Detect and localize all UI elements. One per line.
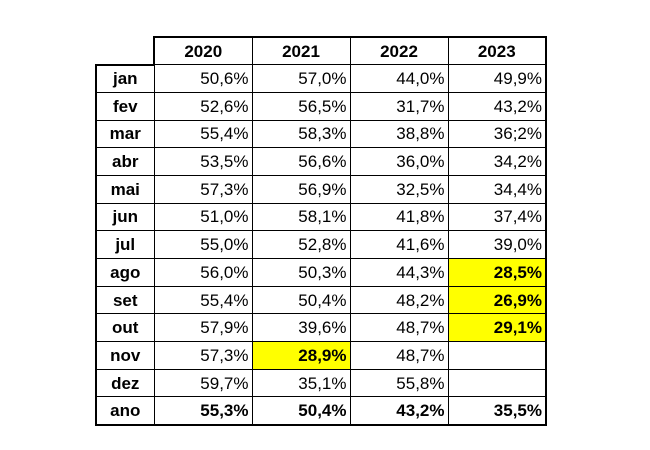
table-row: jul 55,0% 52,8% 41,6% 39,0% — [95, 230, 547, 259]
table-cell — [447, 341, 547, 370]
data-table: 2020 2021 2022 2023 jan 50,6% 57,0% 44,0… — [95, 36, 547, 426]
table-row: set 55,4% 50,4% 48,2% 26,9% — [95, 285, 547, 315]
table-row: fev 52,6% 56,5% 31,7% 43,2% — [95, 91, 547, 121]
table-cell: 41,6% — [349, 230, 449, 259]
table-cell: 56,9% — [251, 174, 351, 204]
row-label: dez — [95, 368, 155, 398]
table-cell: 56,6% — [251, 147, 351, 176]
row-label: jul — [95, 230, 155, 259]
column-header-2022: 2022 — [349, 36, 449, 66]
table-cell: 43,2% — [349, 396, 449, 426]
highlighted-cell: 26,9% — [447, 285, 547, 315]
table-cell: 44,3% — [349, 258, 449, 287]
table-cell: 59,7% — [153, 368, 253, 398]
table-cell: 51,0% — [153, 202, 253, 232]
table-cell: 58,3% — [251, 119, 351, 149]
table-cell: 38,8% — [349, 119, 449, 149]
table-row: abr 53,5% 56,6% 36,0% 34,2% — [95, 147, 547, 176]
column-header-2021: 2021 — [251, 36, 351, 66]
table-cell: 55,4% — [153, 285, 253, 315]
table-row: mai 57,3% 56,9% 32,5% 34,4% — [95, 174, 547, 204]
highlighted-cell: 29,1% — [447, 313, 547, 343]
table-cell: 58,1% — [251, 202, 351, 232]
table-cell: 31,7% — [349, 91, 449, 121]
table-cell: 53,5% — [153, 147, 253, 176]
corner-cell — [96, 37, 155, 66]
table-row: out 57,9% 39,6% 48,7% 29,1% — [95, 313, 547, 343]
column-header-2020: 2020 — [153, 36, 253, 66]
table-cell: 50,6% — [153, 64, 253, 93]
table-cell: 50,4% — [251, 396, 351, 426]
row-label: jun — [95, 202, 155, 232]
table-row: ago 56,0% 50,3% 44,3% 28,5% — [95, 258, 547, 287]
table-cell: 55,3% — [153, 396, 253, 426]
row-label: abr — [95, 147, 155, 176]
table-cell: 55,4% — [153, 119, 253, 149]
table-cell: 52,8% — [251, 230, 351, 259]
row-label: ago — [95, 258, 155, 287]
row-label: nov — [95, 341, 155, 370]
highlighted-cell: 28,5% — [447, 258, 547, 287]
column-header-2023: 2023 — [447, 36, 547, 66]
table-cell: 34,4% — [447, 174, 547, 204]
table-cell: 35,5% — [447, 396, 547, 426]
table-row: dez 59,7% 35,1% 55,8% — [95, 368, 547, 398]
row-label: set — [95, 285, 155, 315]
table-cell: 50,3% — [251, 258, 351, 287]
row-label: mar — [95, 119, 155, 149]
table-cell: 43,2% — [447, 91, 547, 121]
table-cell: 57,3% — [153, 341, 253, 370]
table-cell: 36;2% — [447, 119, 547, 149]
table-cell: 35,1% — [251, 368, 351, 398]
total-row: ano 55,3% 50,4% 43,2% 35,5% — [95, 396, 547, 426]
table-cell: 44,0% — [349, 64, 449, 93]
table-row: nov 57,3% 28,9% 48,7% — [95, 341, 547, 370]
table-cell: 55,8% — [349, 368, 449, 398]
table-cell: 36,0% — [349, 147, 449, 176]
table-cell: 50,4% — [251, 285, 351, 315]
table-row: mar 55,4% 58,3% 38,8% 36;2% — [95, 119, 547, 149]
table-cell: 39,0% — [447, 230, 547, 259]
table-row: jan 50,6% 57,0% 44,0% 49,9% — [95, 63, 547, 93]
header-row: 2020 2021 2022 2023 — [96, 36, 547, 66]
row-label: fev — [95, 91, 155, 121]
table-cell: 34,2% — [447, 147, 547, 176]
table-cell — [447, 368, 547, 398]
table-cell: 39,6% — [251, 313, 351, 343]
table-cell: 57,9% — [153, 313, 253, 343]
table-cell: 55,0% — [153, 230, 253, 259]
table-cell: 56,5% — [251, 91, 351, 121]
table-cell: 56,0% — [153, 258, 253, 287]
table-row: jun 51,0% 58,1% 41,8% 37,4% — [95, 202, 547, 232]
table-cell: 48,7% — [349, 341, 449, 370]
table-cell: 49,9% — [447, 64, 547, 93]
table-cell: 48,2% — [349, 285, 449, 315]
table-cell: 32,5% — [349, 174, 449, 204]
row-label: out — [95, 313, 155, 343]
row-label: jan — [95, 63, 155, 93]
table-cell: 41,8% — [349, 202, 449, 232]
table-cell: 48,7% — [349, 313, 449, 343]
table-cell: 57,0% — [251, 64, 351, 93]
highlighted-cell: 28,9% — [251, 341, 351, 370]
table-cell: 52,6% — [153, 91, 253, 121]
table-cell: 37,4% — [447, 202, 547, 232]
row-label: ano — [95, 396, 155, 426]
row-label: mai — [95, 174, 155, 204]
table-cell: 57,3% — [153, 174, 253, 204]
